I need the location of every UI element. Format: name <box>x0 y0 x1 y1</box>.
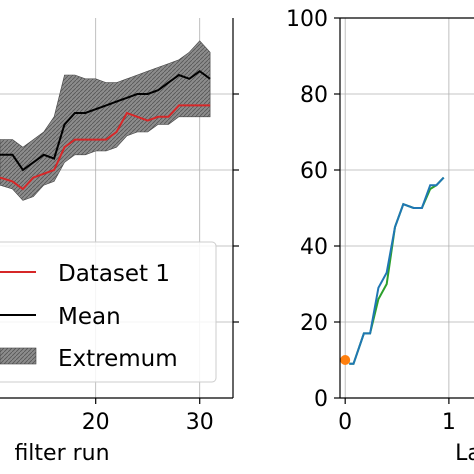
right-grid <box>340 18 474 398</box>
left-chart: 20 30 filter run Dataset 1 Mean Extremum <box>0 18 239 466</box>
left-x-tick-label: 20 <box>82 410 110 435</box>
left-x-ticks: 20 30 <box>82 93 239 435</box>
legend-mean-label: Mean <box>58 304 121 330</box>
right-x-tick-label: 1 <box>442 410 456 435</box>
right-x-tick-label: 0 <box>338 410 352 435</box>
right-y-tick-label: 60 <box>300 159 328 184</box>
orange-point <box>340 355 351 365</box>
left-legend: Dataset 1 Mean Extremum <box>0 241 217 383</box>
left-x-tick-label: 30 <box>186 410 214 435</box>
legend-extremum-swatch <box>0 347 37 365</box>
dataset-1-line <box>0 104 211 191</box>
right-x-axis-label: La <box>455 441 474 466</box>
extremum-band <box>0 40 211 201</box>
mean-line <box>0 69 211 172</box>
blue-line <box>349 176 445 365</box>
right-y-tick-label: 40 <box>300 235 328 260</box>
right-y-tick-label: 80 <box>300 83 328 108</box>
right-y-tick-label: 20 <box>300 311 328 336</box>
legend-frame <box>0 241 217 383</box>
legend-dataset-1-label: Dataset 1 <box>58 261 170 287</box>
legend-extremum-label: Extremum <box>58 346 178 372</box>
right-y-tick-label: 0 <box>314 387 328 412</box>
left-x-axis-label: filter run <box>14 441 109 466</box>
right-y-tick-label: 100 <box>286 7 328 32</box>
